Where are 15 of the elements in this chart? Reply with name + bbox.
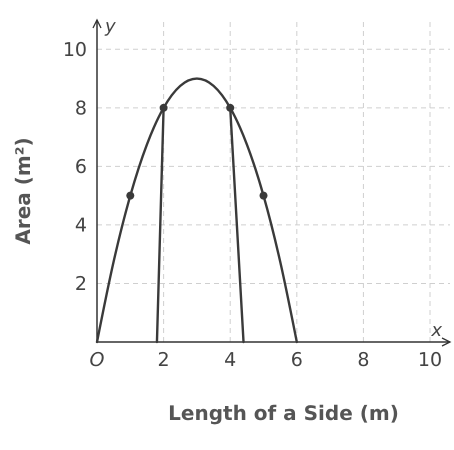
y-axis-title: Area (m²)	[11, 137, 35, 245]
y-tick-label: 4	[74, 214, 87, 237]
y-tick-label: 8	[74, 97, 87, 120]
x-tick-label: 4	[224, 349, 236, 371]
y-tick-label: 6	[74, 156, 87, 178]
annotation: x	[430, 320, 442, 341]
x-tick-label: 8	[357, 349, 370, 371]
y-tick-label: 2	[74, 273, 87, 296]
x-tick-label: O	[90, 349, 105, 371]
x-tick-label: 10	[418, 349, 442, 371]
y-tick-label: 10	[62, 38, 87, 61]
x-tick-label: 6	[290, 349, 303, 371]
x-tick-label: 2	[158, 349, 170, 371]
x-axis-title: Length of a Side (m)	[168, 401, 399, 425]
annotation: y	[104, 16, 116, 37]
